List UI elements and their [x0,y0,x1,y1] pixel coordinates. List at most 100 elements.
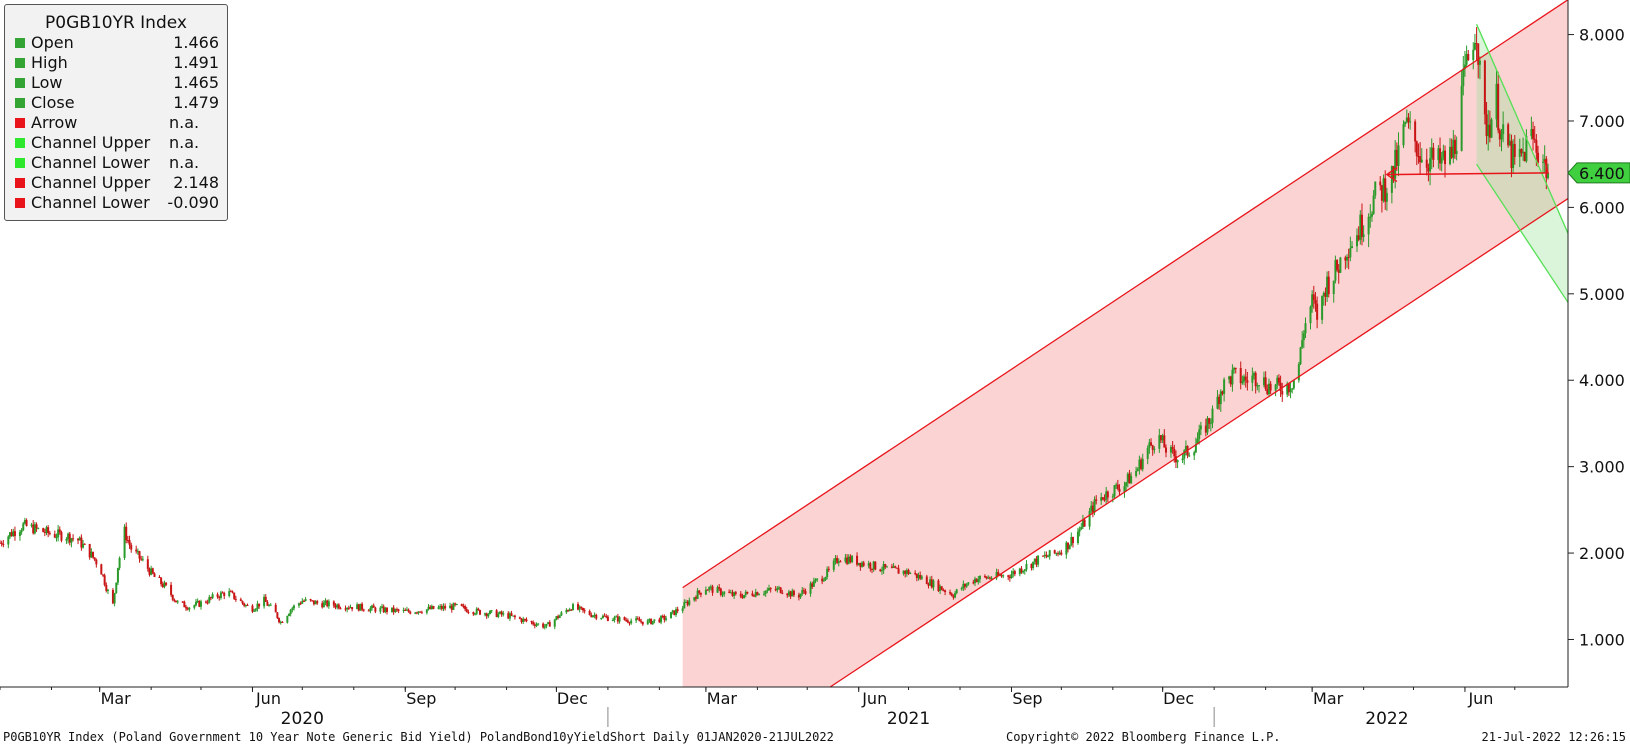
candle-body [57,529,60,538]
candle-body [30,524,33,526]
candle-body [1128,473,1131,484]
candle [944,589,947,596]
candle [1163,429,1166,448]
candle [857,562,860,566]
candle [1417,143,1420,164]
candle [1010,570,1013,579]
candle [1427,163,1430,182]
candle [874,561,877,571]
candle-body [1522,151,1525,154]
candle [616,613,619,624]
candle [1483,59,1486,125]
candle-body [837,561,840,563]
candle [1525,129,1528,163]
legend-swatch [15,138,25,148]
candle [1095,495,1098,505]
candle [583,608,586,614]
candle-body [397,609,400,611]
candle [60,530,63,543]
candle-body [1106,491,1109,498]
candle-body [1444,150,1447,165]
candle-body [276,612,279,619]
candle-body [1160,435,1162,441]
candle-body [988,577,991,579]
candle-body [787,591,790,596]
candle [208,594,211,604]
candle [849,554,852,564]
candle [22,521,25,532]
candle-body [869,563,872,569]
candle-body [322,602,325,608]
candle [309,598,312,602]
candle [964,583,967,591]
candle [100,563,103,575]
candle-body [241,600,244,604]
candle-body [500,611,503,615]
candle [1316,296,1319,329]
candle-body [1126,473,1129,483]
candle-body [950,593,953,596]
candle-body [263,596,266,607]
candle-body [141,559,144,561]
candle-body [1093,499,1096,513]
candle [653,619,656,624]
candle-body [537,623,540,625]
legend-swatch [15,118,25,128]
candle [80,534,83,551]
candle-body [1204,425,1207,433]
candle-body [1194,444,1197,453]
candle [600,617,603,620]
channel-lines [682,0,1569,688]
candle-body [944,590,947,593]
candle [183,600,186,608]
candle [322,600,325,608]
candle-body [1018,568,1021,575]
candle-body [731,592,734,596]
legend-value: 1.465 [173,73,219,92]
candle-body [381,606,384,608]
candle [479,609,482,616]
candle-body [1153,448,1156,450]
candle-body [1532,129,1535,139]
candle [397,608,400,614]
candle-body [1498,130,1501,140]
legend-name: Close [31,93,75,112]
candle-body [557,616,560,618]
candle [646,618,649,625]
candle [709,584,712,591]
candle [1196,432,1199,445]
candle [565,608,568,614]
candle-body [593,614,596,616]
candle-body [1362,234,1365,237]
candle-body [1088,511,1091,527]
candle [229,589,232,593]
candle-body [163,582,166,587]
candle [882,561,885,574]
candle-body [336,604,339,608]
candle-body [754,592,757,597]
candle [1522,137,1525,161]
candle-body [1287,383,1290,393]
candle [281,621,284,623]
candle [140,555,143,561]
candle-body [100,564,103,575]
y-tick-label: 2.000 [1579,544,1625,563]
candle-body [955,589,958,594]
candle-body [1241,381,1244,384]
candle-body [1487,124,1490,137]
candle [590,612,593,618]
candle-body [581,607,584,611]
candle [153,572,156,578]
candle-body [683,602,686,609]
candle-body [1164,447,1167,453]
candle-body [183,601,186,608]
candle [711,584,714,596]
candle-body [507,613,510,619]
candle [223,591,226,600]
candle [676,606,679,614]
candle-body [1347,256,1350,258]
candle [822,577,825,582]
candle-body [67,533,70,540]
candle-body [70,538,73,543]
candle [37,527,40,530]
